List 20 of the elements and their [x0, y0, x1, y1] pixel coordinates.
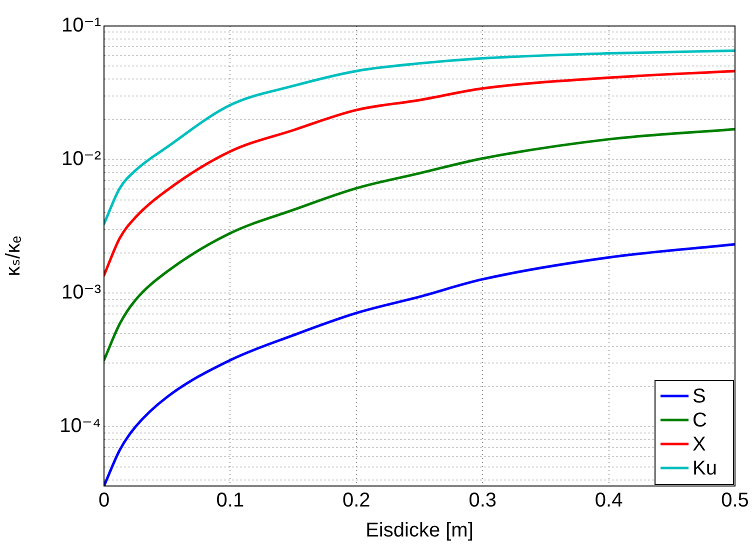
x-axis-title: Eisdicke [m]: [366, 520, 474, 542]
line-series: [104, 128, 735, 362]
y-axis-title: κₛ/κₑ: [2, 236, 25, 276]
x-tick-label: 0.5: [721, 490, 749, 512]
line-series: [104, 70, 735, 277]
x-tick-label: 0: [98, 490, 110, 512]
x-tick-label: 0.2: [342, 490, 370, 512]
y-tick-label: 10⁻³: [62, 282, 102, 304]
x-tick-label: 0.1: [216, 490, 244, 512]
line-series: [104, 49, 735, 226]
y-tick-label: 10⁻¹: [62, 14, 102, 37]
y-tick-label: 10⁻²: [62, 148, 102, 170]
line-series: [104, 243, 735, 486]
legend-label: S: [692, 386, 706, 408]
legend-label: X: [692, 434, 706, 456]
x-tick-label: 0.3: [468, 490, 497, 512]
x-tick-label: 0.4: [594, 490, 623, 512]
legend-label: Ku: [692, 458, 718, 480]
y-tick-label: 10⁻⁴: [60, 415, 101, 438]
legend-label: C: [692, 410, 707, 432]
